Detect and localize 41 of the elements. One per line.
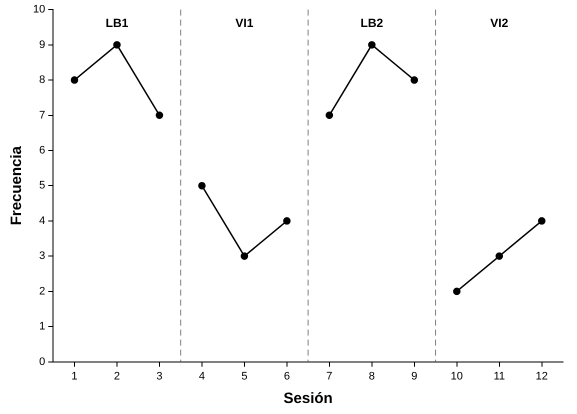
x-tick-label: 1: [71, 370, 78, 382]
annotation: VI1: [235, 16, 254, 30]
x-tick-label: 12: [536, 370, 548, 382]
point: [538, 217, 546, 225]
x-tick-label: 2: [114, 370, 120, 382]
y-tick-label: 8: [39, 74, 46, 86]
point: [410, 76, 418, 84]
point: [368, 41, 376, 49]
x-tick-label: 5: [241, 370, 248, 382]
y-tick-label: 10: [32, 4, 46, 16]
annotation: LB2: [360, 16, 384, 30]
point: [198, 182, 206, 190]
x-tick-label: 9: [411, 370, 418, 382]
point: [113, 41, 121, 49]
y-axis-title: Frecuencia: [8, 145, 26, 226]
annotation: VI2: [490, 16, 509, 30]
x-tick-label: 3: [156, 370, 162, 382]
y-tick-label: 3: [39, 250, 46, 262]
point: [326, 112, 334, 120]
point: [70, 76, 78, 84]
point: [240, 252, 248, 260]
point: [283, 217, 291, 225]
x-tick-label: 7: [326, 370, 332, 382]
x-tick-label: 6: [284, 370, 290, 382]
y-tick-label: 4: [39, 214, 46, 227]
x-tick-label: 11: [494, 370, 505, 382]
y-tick-label: 9: [39, 38, 46, 51]
point: [453, 288, 461, 296]
y-tick-label: 1: [39, 320, 46, 333]
y-tick-label: 6: [39, 144, 46, 157]
x-tick-label: 4: [198, 370, 205, 382]
annotation: LB1: [106, 16, 129, 30]
y-tick-label: 0: [39, 356, 46, 368]
point: [156, 112, 164, 120]
x-tick-label: 8: [368, 370, 375, 382]
x-tick-label: 10: [450, 370, 463, 382]
y-tick-label: 2: [39, 285, 46, 298]
y-tick-label: 5: [39, 180, 46, 192]
x-axis-title: Sesión: [284, 390, 333, 408]
point: [496, 252, 504, 260]
y-tick-label: 7: [39, 109, 46, 122]
